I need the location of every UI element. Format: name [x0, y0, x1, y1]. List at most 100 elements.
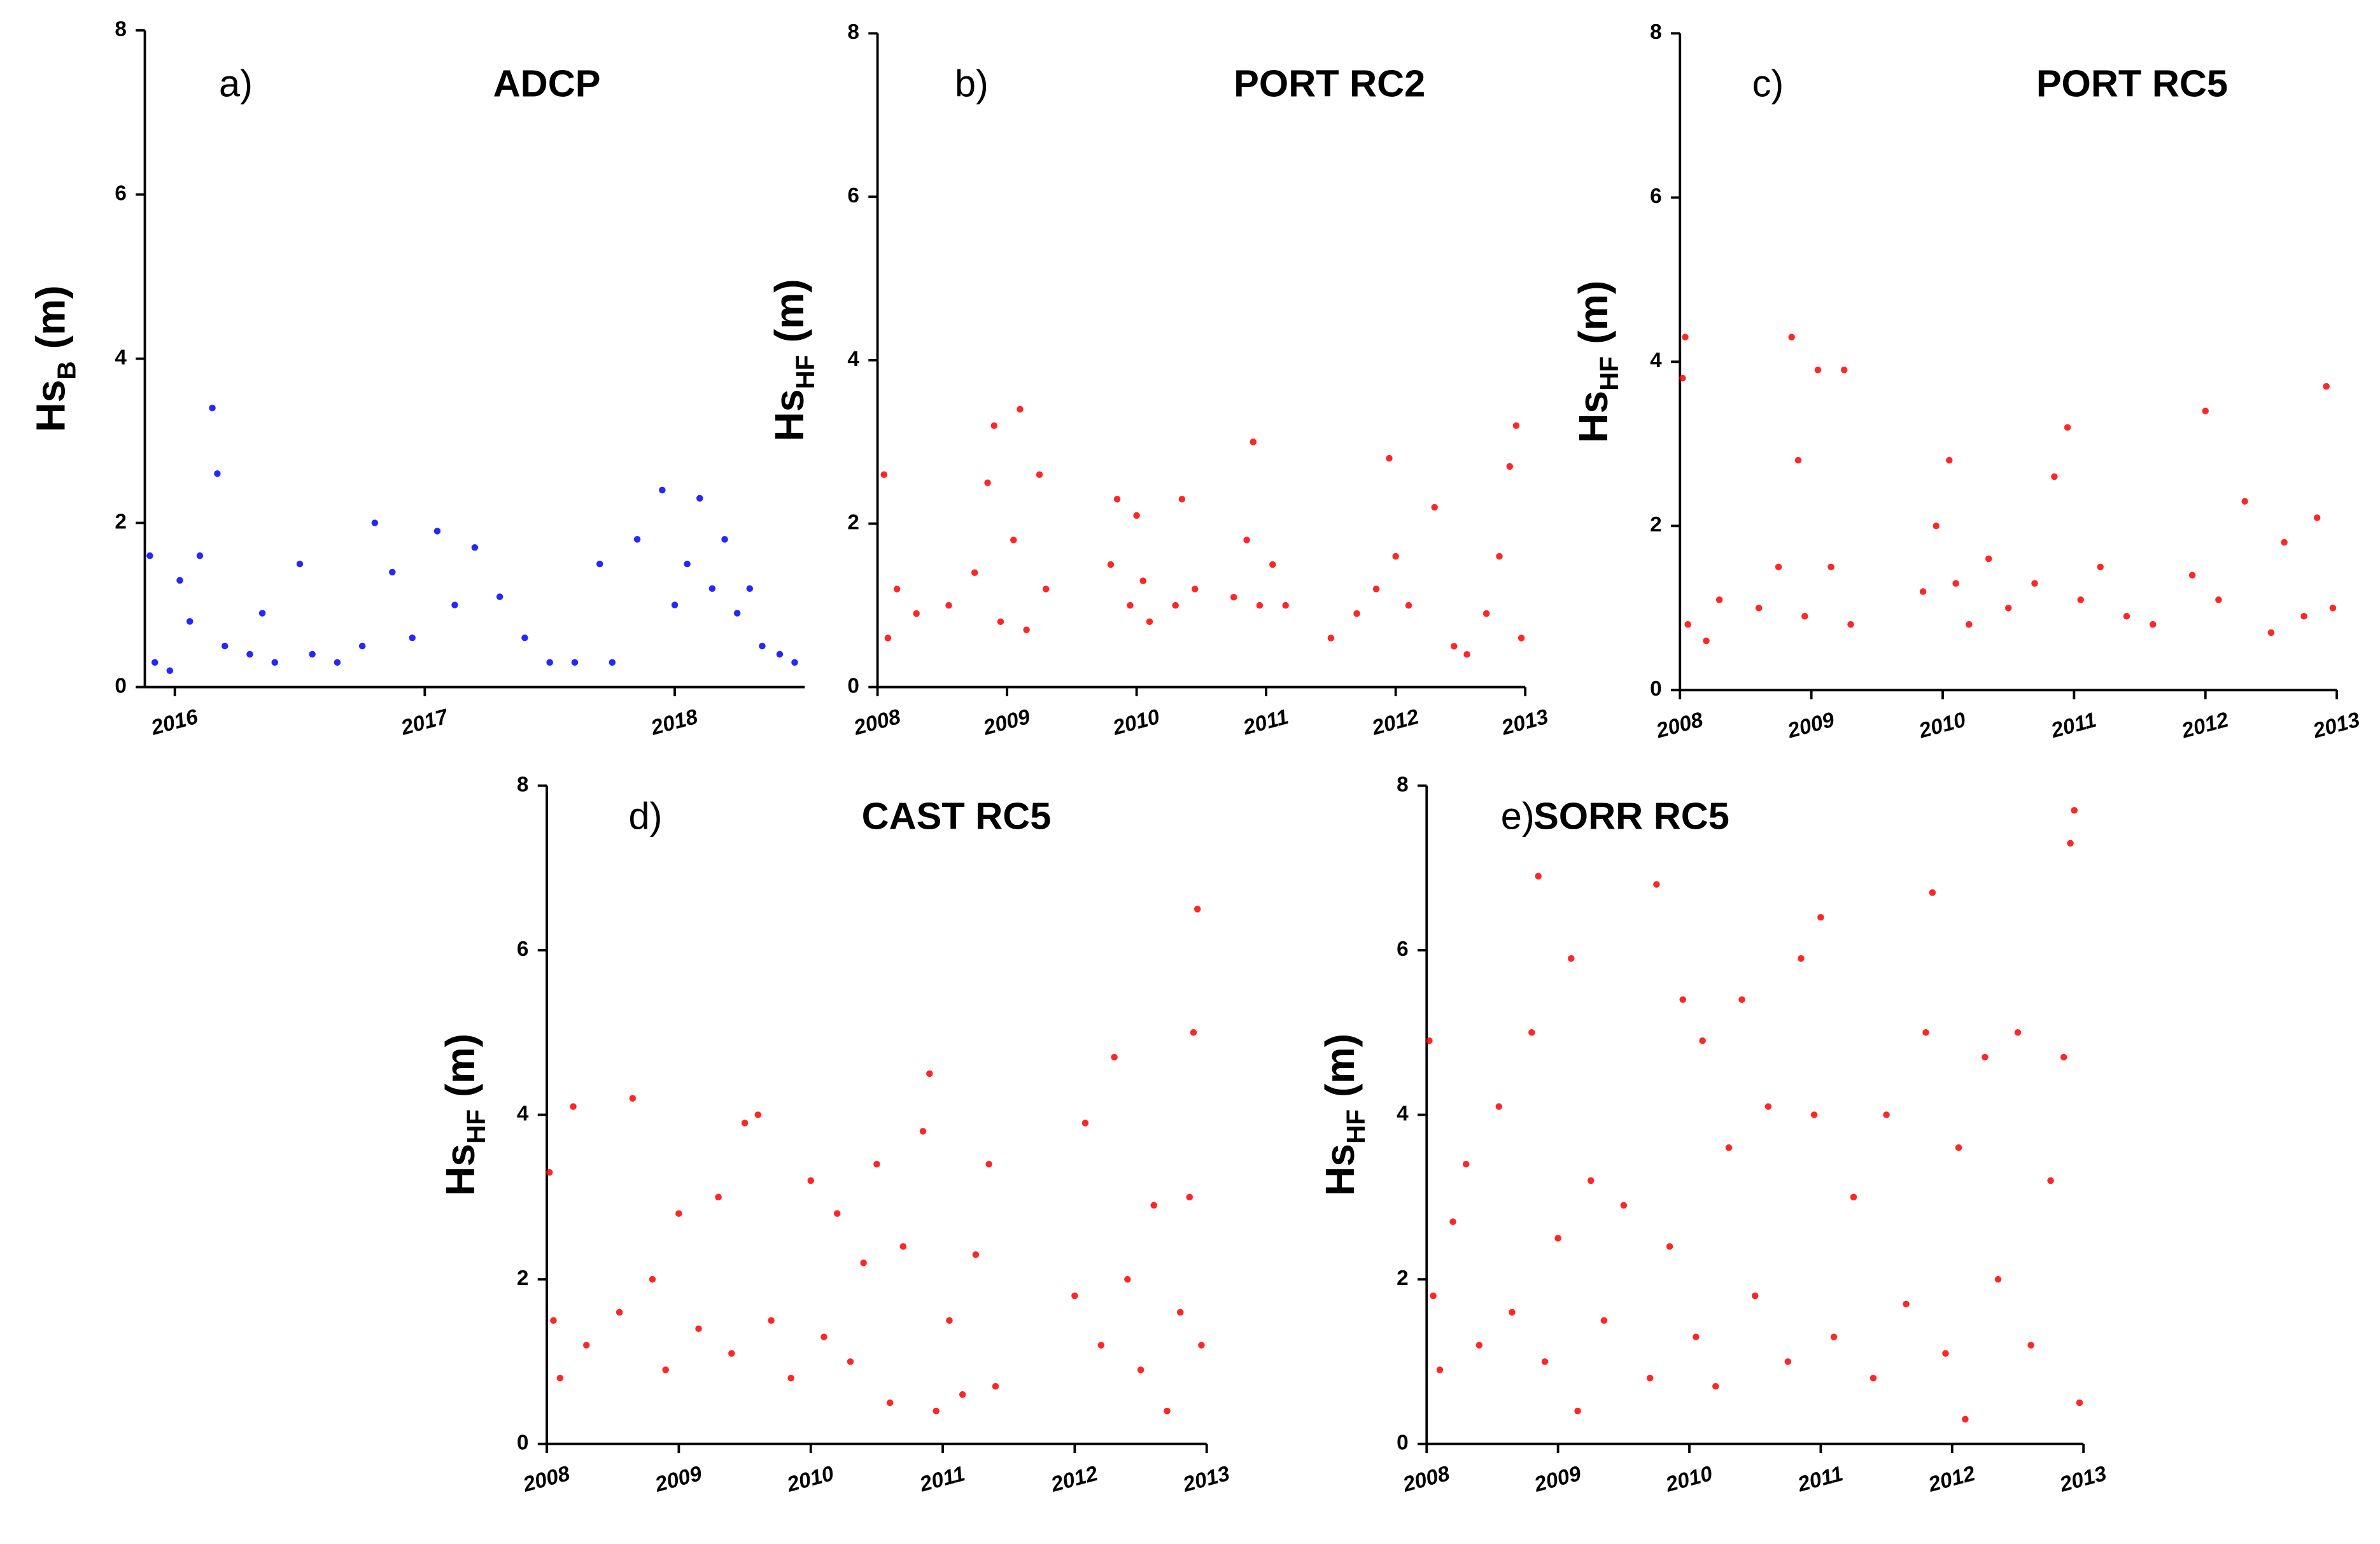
point	[1784, 1358, 1792, 1365]
panel-title: PORT RC2	[1234, 62, 1425, 105]
point	[1392, 552, 1399, 560]
point	[728, 1350, 735, 1357]
y-axis-label: HsHF (m)	[1317, 1034, 1370, 1196]
y-tick-label: 8	[517, 773, 529, 796]
point	[649, 1275, 656, 1283]
point	[1250, 439, 1257, 446]
point	[741, 1119, 749, 1126]
panel-label: a)	[219, 62, 253, 105]
x-tick-label: 2012	[1048, 1462, 1101, 1497]
y-tick-label: 8	[1650, 20, 1662, 44]
point	[1436, 1366, 1444, 1373]
y-axis-label: HsB (m)	[28, 285, 81, 432]
point	[1198, 1342, 1205, 1349]
point	[583, 1342, 590, 1349]
point	[708, 585, 716, 593]
point	[787, 1375, 794, 1382]
point	[1620, 1202, 1628, 1209]
point	[2067, 839, 2074, 847]
x-tick-label: 2009	[1785, 708, 1838, 743]
y-tick-label: 8	[847, 20, 859, 44]
x-tick-label: 2012	[1369, 705, 1422, 740]
point	[1190, 1029, 1197, 1036]
point	[214, 470, 221, 477]
point	[671, 601, 679, 608]
point	[1788, 333, 1795, 340]
x-tick-label: 2013	[2057, 1462, 2109, 1497]
point	[1869, 1375, 1877, 1382]
point	[1124, 1275, 1131, 1283]
point	[899, 1243, 907, 1250]
point	[521, 634, 528, 642]
point	[880, 471, 887, 478]
y-tick-label: 2	[1650, 513, 1662, 537]
point	[550, 1317, 557, 1324]
point	[371, 519, 379, 526]
point	[860, 1260, 867, 1267]
point	[791, 659, 798, 666]
point	[1919, 588, 1927, 595]
point	[1712, 1382, 1719, 1390]
point	[1725, 1144, 1733, 1151]
point	[1282, 601, 1289, 609]
point	[1172, 601, 1179, 609]
x-tick-label: 2009	[652, 1462, 705, 1497]
point	[1903, 1300, 1910, 1308]
point	[633, 536, 641, 543]
point	[296, 560, 304, 568]
x-tick-label: 2018	[648, 705, 701, 740]
point	[1568, 955, 1575, 962]
point	[1755, 605, 1763, 612]
point	[684, 560, 691, 568]
y-label-sub: HF	[1341, 1109, 1370, 1144]
y-label-unit: (m)	[437, 1034, 483, 1097]
panel-title: CAST RC5	[862, 795, 1052, 838]
point	[759, 642, 766, 650]
point	[409, 634, 416, 642]
point	[985, 1160, 992, 1168]
point	[2071, 806, 2078, 814]
y-label-sub: B	[52, 361, 81, 379]
point	[1814, 367, 1822, 374]
y-label-main: Hs	[437, 1144, 483, 1196]
x-tick-label: 2017	[398, 705, 451, 740]
point	[1933, 523, 1940, 530]
point	[1541, 1358, 1549, 1365]
y-axis-label: HsHF (m)	[437, 1034, 491, 1196]
point	[715, 1193, 722, 1201]
point	[746, 585, 754, 593]
point	[1405, 601, 1412, 609]
point	[873, 1160, 880, 1168]
point	[1139, 577, 1147, 584]
point	[659, 486, 666, 494]
point	[721, 536, 728, 543]
point	[221, 642, 229, 650]
point	[2313, 514, 2321, 521]
point	[1810, 1111, 1818, 1118]
point	[471, 544, 479, 551]
point	[893, 586, 901, 593]
x-tick-label: 2010	[784, 1462, 837, 1497]
point	[358, 642, 366, 650]
point	[1684, 621, 1691, 628]
point	[2323, 382, 2330, 390]
point	[451, 601, 458, 608]
x-tick-label: 2013	[1180, 1462, 1233, 1497]
point	[1327, 635, 1335, 642]
point	[1495, 1103, 1503, 1110]
point	[570, 1103, 577, 1110]
point	[1982, 1053, 1989, 1061]
y-tick-label: 4	[115, 346, 127, 369]
y-tick-label: 0	[1397, 1431, 1409, 1455]
point	[2076, 1399, 2083, 1407]
point	[754, 1111, 762, 1118]
point	[1682, 333, 1689, 340]
y-label-main: Hs	[766, 389, 812, 441]
point	[1929, 889, 1936, 896]
x-tick-label: 2008	[1400, 1462, 1453, 1497]
panel-title: ADCP	[493, 62, 601, 105]
point	[1178, 496, 1186, 503]
point	[1653, 881, 1660, 888]
point	[847, 1358, 854, 1365]
y-tick-label: 8	[1397, 773, 1409, 796]
